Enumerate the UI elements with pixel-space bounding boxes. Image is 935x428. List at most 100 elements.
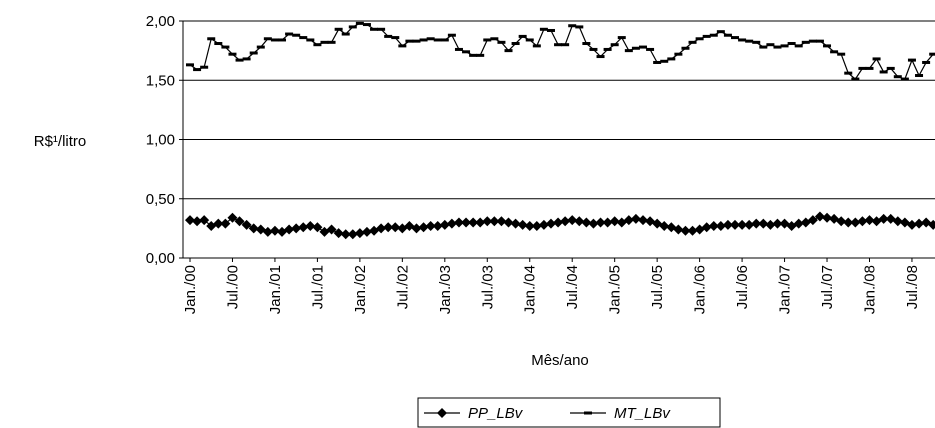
data-point <box>808 39 817 43</box>
data-point <box>426 37 435 41</box>
data-point <box>906 219 917 230</box>
data-point <box>660 59 669 63</box>
data-point <box>575 25 584 29</box>
data-point <box>659 221 670 232</box>
data-point <box>483 38 492 42</box>
data-point <box>192 216 203 227</box>
data-point <box>326 224 337 235</box>
data-point <box>532 44 541 48</box>
y-tick-label: 0,50 <box>146 191 175 208</box>
data-point <box>830 50 839 54</box>
data-point <box>914 218 925 229</box>
data-point <box>538 219 549 230</box>
data-point <box>553 217 564 228</box>
data-point <box>539 27 548 31</box>
data-point <box>221 45 230 49</box>
data-point <box>773 45 782 49</box>
legend-label: PP_LBv <box>468 405 524 422</box>
data-point <box>793 218 804 229</box>
data-point <box>836 216 847 227</box>
data-point <box>787 42 796 46</box>
data-point <box>716 30 725 34</box>
y-tick-label: 0,00 <box>146 250 175 267</box>
data-point <box>348 25 357 29</box>
data-point <box>653 60 662 64</box>
data-point <box>674 52 683 56</box>
data-point <box>843 217 854 228</box>
data-point <box>688 40 697 44</box>
data-point <box>879 70 888 74</box>
data-point <box>624 49 633 53</box>
data-point <box>723 33 732 37</box>
data-point <box>510 218 521 229</box>
data-point <box>186 63 194 67</box>
data-point <box>249 51 258 55</box>
data-point <box>453 217 464 228</box>
data-point <box>377 27 386 31</box>
data-point <box>673 224 684 235</box>
data-point <box>609 216 620 227</box>
data-point <box>731 36 740 40</box>
data-point <box>305 221 316 232</box>
data-point <box>900 77 909 81</box>
data-point <box>269 225 280 236</box>
data-point <box>561 43 570 47</box>
data-point <box>745 39 754 43</box>
data-point <box>390 222 401 233</box>
data-point <box>489 216 500 227</box>
data-point <box>524 221 535 232</box>
data-point <box>709 33 718 37</box>
data-point <box>801 40 810 44</box>
data-point <box>772 218 783 229</box>
y-tick-label: 2,00 <box>146 13 175 30</box>
data-point <box>285 32 294 36</box>
data-point <box>425 221 436 232</box>
data-point <box>432 221 443 232</box>
data-point <box>291 223 302 234</box>
data-point <box>284 224 295 235</box>
data-point <box>758 218 769 229</box>
data-point <box>722 219 733 230</box>
data-point <box>922 60 931 64</box>
data-point <box>744 219 755 230</box>
data-point <box>462 50 471 54</box>
data-point <box>766 43 775 47</box>
x-tick-label: Jan./04 <box>522 265 539 314</box>
data-point <box>242 57 251 61</box>
data-point <box>780 44 789 48</box>
data-point <box>207 37 216 41</box>
data-point <box>858 66 867 70</box>
data-point <box>497 40 506 44</box>
data-point <box>384 34 393 38</box>
data-point <box>681 46 690 50</box>
data-point <box>892 216 903 227</box>
x-tick-label: Jan./05 <box>607 265 624 314</box>
x-tick-label: Jan./00 <box>182 265 199 314</box>
data-point <box>504 49 513 53</box>
x-tick-label: Jan./02 <box>352 265 369 314</box>
data-point <box>292 33 301 37</box>
data-point <box>370 27 379 31</box>
data-point <box>234 216 245 227</box>
data-point <box>476 53 485 57</box>
data-point <box>737 219 748 230</box>
data-point <box>185 215 195 226</box>
data-point <box>298 222 309 233</box>
data-point <box>695 37 704 41</box>
data-point <box>391 36 400 40</box>
data-point <box>574 216 585 227</box>
data-point <box>214 42 223 46</box>
data-point <box>865 66 874 70</box>
data-point <box>844 71 853 75</box>
data-point <box>631 46 640 50</box>
data-point <box>193 68 202 72</box>
data-point <box>340 229 351 240</box>
y-tick-label: 1,00 <box>146 132 175 149</box>
data-point <box>617 36 626 40</box>
data-point <box>362 23 371 27</box>
data-point <box>567 215 578 226</box>
data-point <box>299 36 308 40</box>
data-point <box>227 212 238 223</box>
data-point <box>333 228 344 239</box>
